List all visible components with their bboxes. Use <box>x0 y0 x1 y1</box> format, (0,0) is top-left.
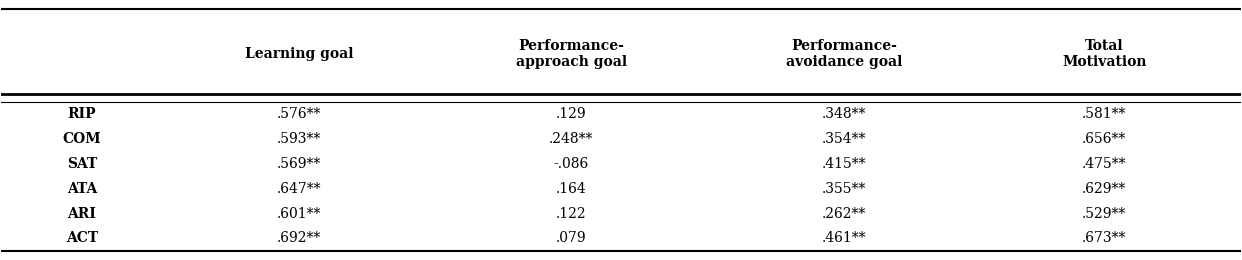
Text: Total
Motivation: Total Motivation <box>1062 39 1146 69</box>
Text: .629**: .629** <box>1082 182 1126 196</box>
Text: .656**: .656** <box>1082 132 1126 146</box>
Text: .129: .129 <box>556 107 586 121</box>
Text: Performance-
avoidance goal: Performance- avoidance goal <box>786 39 902 69</box>
Text: .122: .122 <box>556 207 586 220</box>
Text: .079: .079 <box>556 231 586 245</box>
Text: -.086: -.086 <box>554 157 589 171</box>
Text: .354**: .354** <box>822 132 866 146</box>
Text: Performance-
approach goal: Performance- approach goal <box>515 39 627 69</box>
Text: .262**: .262** <box>822 207 866 220</box>
Text: .692**: .692** <box>277 231 320 245</box>
Text: .248**: .248** <box>549 132 594 146</box>
Text: ARI: ARI <box>67 207 97 220</box>
Text: .576**: .576** <box>277 107 320 121</box>
Text: .529**: .529** <box>1082 207 1126 220</box>
Text: .569**: .569** <box>277 157 320 171</box>
Text: ATA: ATA <box>67 182 97 196</box>
Text: .475**: .475** <box>1082 157 1126 171</box>
Text: .601**: .601** <box>277 207 320 220</box>
Text: .461**: .461** <box>822 231 867 245</box>
Text: .415**: .415** <box>822 157 867 171</box>
Text: RIP: RIP <box>67 107 96 121</box>
Text: .593**: .593** <box>277 132 320 146</box>
Text: COM: COM <box>62 132 102 146</box>
Text: ACT: ACT <box>66 231 98 245</box>
Text: Learning goal: Learning goal <box>245 47 353 61</box>
Text: .348**: .348** <box>822 107 866 121</box>
Text: SAT: SAT <box>67 157 97 171</box>
Text: .355**: .355** <box>822 182 866 196</box>
Text: .647**: .647** <box>277 182 320 196</box>
Text: .673**: .673** <box>1082 231 1126 245</box>
Text: .164: .164 <box>556 182 586 196</box>
Text: .581**: .581** <box>1082 107 1126 121</box>
